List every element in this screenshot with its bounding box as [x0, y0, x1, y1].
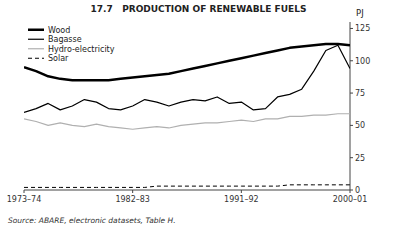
legend-swatch	[28, 29, 44, 32]
legend-label: Wood	[48, 26, 70, 35]
y-axis-line	[350, 22, 351, 190]
x-tick-label: 1982–83	[115, 195, 150, 204]
y-tick	[350, 157, 353, 158]
legend-swatch	[28, 39, 44, 40]
y-axis-label: PJ	[356, 8, 364, 18]
y-tick-label: 0	[355, 186, 360, 195]
x-tick-label: 1973–74	[7, 195, 42, 204]
y-tick	[350, 93, 353, 94]
x-axis-line	[24, 190, 350, 191]
x-tick-label: 2000–01	[333, 195, 368, 204]
y-tick-label: 125	[355, 24, 370, 33]
x-tick	[241, 190, 242, 193]
y-tick-label: 25	[355, 154, 365, 163]
y-tick-label: 75	[355, 89, 365, 98]
y-tick	[350, 60, 353, 61]
legend: WoodBagasseHydro-electricitySolar	[28, 26, 115, 64]
annotation: Source: ABARE, electronic datasets, Tabl…	[8, 216, 176, 225]
legend-label: Hydro-electricity	[48, 45, 115, 54]
y-tick-label: 50	[355, 121, 365, 130]
y-tick-label: 100	[355, 57, 370, 66]
series-line	[24, 45, 350, 112]
plot-area	[24, 44, 350, 187]
legend-label: Bagasse	[48, 35, 82, 44]
title: 17.7 PRODUCTION OF RENEWABLE FUELS	[91, 4, 307, 14]
legend-label: Solar	[48, 54, 69, 63]
x-tick	[24, 190, 25, 193]
x-tick-label: 1991–92	[224, 195, 259, 204]
x-tick	[132, 190, 133, 193]
chart: 17.7 PRODUCTION OF RENEWABLE FUELS PJ 0 25 5…	[0, 0, 397, 227]
y-tick	[350, 125, 353, 126]
x-tick	[350, 190, 351, 193]
legend-swatch	[28, 58, 44, 59]
y-tick	[350, 28, 353, 29]
series-line	[24, 114, 350, 130]
series-line	[24, 44, 350, 80]
legend-swatch	[28, 48, 44, 49]
series-line	[24, 185, 350, 188]
